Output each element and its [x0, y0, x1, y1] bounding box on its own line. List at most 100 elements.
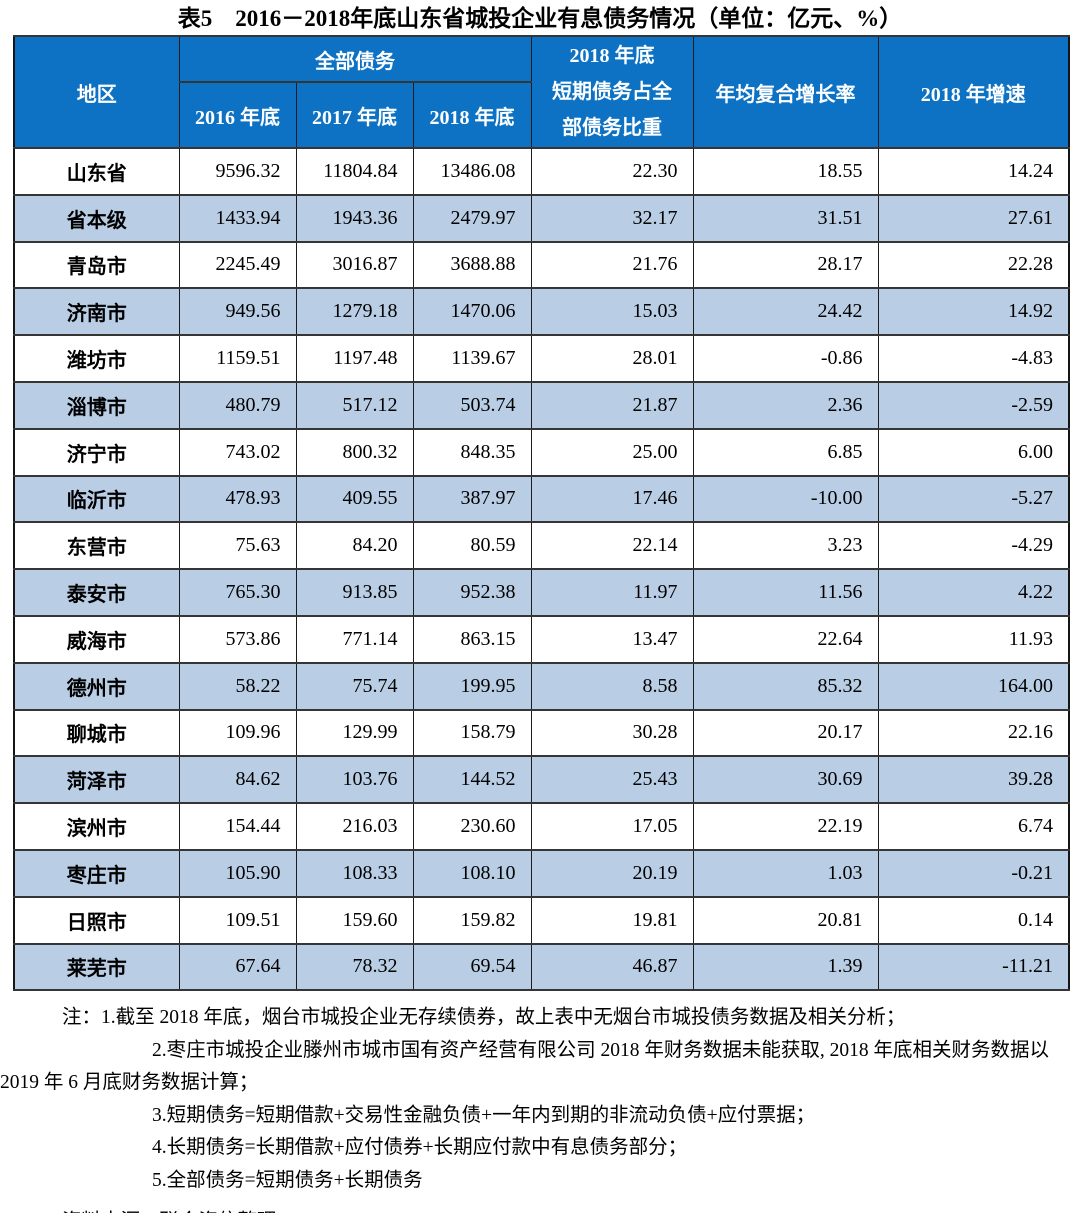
growth-2018-cell: 11.93	[877, 614, 1070, 664]
growth-2018-cell: 14.24	[877, 147, 1070, 196]
growth-2018-cell: -0.21	[877, 848, 1070, 898]
debt-2017-cell: 771.14	[295, 614, 414, 664]
short-term-ratio-cell: 11.97	[530, 568, 694, 617]
table-row: 德州市 58.22 75.74 199.95 8.58 85.32 164.00	[13, 661, 1070, 711]
debt-2016-cell: 154.44	[178, 802, 297, 851]
table-row: 泰安市 765.30 913.85 952.38 11.97 11.56 4.2…	[13, 568, 1070, 617]
table-row: 滨州市 154.44 216.03 230.60 17.05 22.19 6.7…	[13, 802, 1070, 851]
debt-2016-cell: 478.93	[178, 474, 297, 524]
short-term-ratio-cell: 22.14	[530, 521, 694, 571]
table-row: 威海市 573.86 771.14 863.15 13.47 22.64 11.…	[13, 614, 1070, 664]
table-header: 地区 全部债务 2018 年底 短期债务占全 部债务比重 年均复合增长率 201…	[13, 35, 1070, 149]
debt-2016-cell: 84.62	[178, 755, 297, 805]
table-row: 菏泽市 84.62 103.76 144.52 25.43 30.69 39.2…	[13, 755, 1070, 805]
growth-2018-cell: -4.29	[877, 521, 1070, 571]
debt-2017-cell: 108.33	[295, 848, 414, 898]
short-term-ratio-cell: 19.81	[530, 895, 694, 945]
debt-2016-cell: 1433.94	[178, 193, 297, 243]
debt-2017-cell: 103.76	[295, 755, 414, 805]
cagr-cell: 6.85	[692, 427, 879, 477]
cagr-cell: 2.36	[692, 380, 879, 430]
table-row: 青岛市 2245.49 3016.87 3688.88 21.76 28.17 …	[13, 240, 1070, 290]
growth-2018-cell: -11.21	[877, 942, 1070, 992]
debt-2018-cell: 952.38	[412, 568, 532, 617]
debt-2016-cell: 67.64	[178, 942, 297, 992]
debt-2018-cell: 144.52	[412, 755, 532, 805]
region-cell: 淄博市	[13, 380, 180, 430]
debt-2018-cell: 503.74	[412, 380, 532, 430]
table-body: 山东省 9596.32 11804.84 13486.08 22.30 18.5…	[13, 147, 1070, 992]
debt-2016-cell: 949.56	[178, 287, 297, 337]
debt-table: 地区 全部债务 2018 年底 短期债务占全 部债务比重 年均复合增长率 201…	[13, 35, 1070, 992]
growth-2018-cell: 39.28	[877, 755, 1070, 805]
cagr-cell: 11.56	[692, 568, 879, 617]
debt-2017-cell: 159.60	[295, 895, 414, 945]
table-row: 山东省 9596.32 11804.84 13486.08 22.30 18.5…	[13, 147, 1070, 196]
cagr-cell: 31.51	[692, 193, 879, 243]
cagr-cell: 20.17	[692, 708, 879, 758]
growth-2018-cell: 14.92	[877, 287, 1070, 337]
cagr-cell: -0.86	[692, 334, 879, 383]
debt-2018-cell: 158.79	[412, 708, 532, 758]
debt-2017-cell: 84.20	[295, 521, 414, 571]
debt-2018-cell: 3688.88	[412, 240, 532, 290]
debt-2017-cell: 800.32	[295, 427, 414, 477]
debt-2017-cell: 1279.18	[295, 287, 414, 337]
growth-2018-cell: 27.61	[877, 193, 1070, 243]
header-year-2016: 2016 年底	[178, 81, 297, 149]
debt-2018-cell: 108.10	[412, 848, 532, 898]
debt-2016-cell: 105.90	[178, 848, 297, 898]
region-cell: 聊城市	[13, 708, 180, 758]
region-cell: 泰安市	[13, 568, 180, 617]
header-cagr: 年均复合增长率	[692, 35, 879, 149]
notes-section: 注：1.截至 2018 年底，烟台市城投企业无存续债券，故上表中无烟台市城投债务…	[0, 1002, 1080, 1213]
debt-2017-cell: 1197.48	[295, 334, 414, 383]
cagr-cell: -10.00	[692, 474, 879, 524]
header-short-term-ratio-line: 2018 年底	[569, 45, 655, 67]
debt-2017-cell: 1943.36	[295, 193, 414, 243]
short-term-ratio-cell: 8.58	[530, 661, 694, 711]
debt-2018-cell: 848.35	[412, 427, 532, 477]
debt-2018-cell: 69.54	[412, 942, 532, 992]
growth-2018-cell: 0.14	[877, 895, 1070, 945]
region-cell: 莱芜市	[13, 942, 180, 992]
debt-2017-cell: 129.99	[295, 708, 414, 758]
debt-2017-cell: 517.12	[295, 380, 414, 430]
region-cell: 省本级	[13, 193, 180, 243]
debt-2017-cell: 3016.87	[295, 240, 414, 290]
cagr-cell: 1.39	[692, 942, 879, 992]
debt-2016-cell: 743.02	[178, 427, 297, 477]
table-row: 省本级 1433.94 1943.36 2479.97 32.17 31.51 …	[13, 193, 1070, 243]
debt-2018-cell: 159.82	[412, 895, 532, 945]
debt-2016-cell: 765.30	[178, 568, 297, 617]
header-short-term-ratio: 2018 年底 短期债务占全 部债务比重	[530, 35, 694, 149]
note-line-2-continued: 2019 年 6 月底财务数据计算；	[0, 1072, 259, 1094]
region-cell: 滨州市	[13, 802, 180, 851]
cagr-cell: 22.64	[692, 614, 879, 664]
debt-2016-cell: 75.63	[178, 521, 297, 571]
short-term-ratio-cell: 28.01	[530, 334, 694, 383]
short-term-ratio-cell: 30.28	[530, 708, 694, 758]
table-row: 莱芜市 67.64 78.32 69.54 46.87 1.39 -11.21	[13, 942, 1070, 992]
debt-2017-cell: 913.85	[295, 568, 414, 617]
growth-2018-cell: 4.22	[877, 568, 1070, 617]
table-row: 日照市 109.51 159.60 159.82 19.81 20.81 0.1…	[13, 895, 1070, 945]
short-term-ratio-cell: 21.87	[530, 380, 694, 430]
debt-2018-cell: 1139.67	[412, 334, 532, 383]
header-region: 地区	[13, 35, 180, 149]
header-year-2017: 2017 年底	[295, 81, 414, 149]
debt-2018-cell: 2479.97	[412, 193, 532, 243]
short-term-ratio-cell: 46.87	[530, 942, 694, 992]
table-row: 临沂市 478.93 409.55 387.97 17.46 -10.00 -5…	[13, 474, 1070, 524]
region-cell: 日照市	[13, 895, 180, 945]
debt-2018-cell: 13486.08	[412, 147, 532, 196]
note-line-2: 2.枣庄市城投企业滕州市城市国有资产经营有限公司 2018 年财务数据未能获取,…	[152, 1039, 1050, 1061]
short-term-ratio-cell: 13.47	[530, 614, 694, 664]
header-short-term-ratio-line: 短期债务占全	[552, 81, 672, 103]
debt-2016-cell: 2245.49	[178, 240, 297, 290]
debt-2016-cell: 58.22	[178, 661, 297, 711]
region-cell: 济南市	[13, 287, 180, 337]
header-total-debt: 全部债务	[178, 35, 532, 83]
note-line-3: 3.短期债务=短期借款+交易性金融负债+一年内到期的非流动负债+应付票据；	[152, 1104, 816, 1126]
